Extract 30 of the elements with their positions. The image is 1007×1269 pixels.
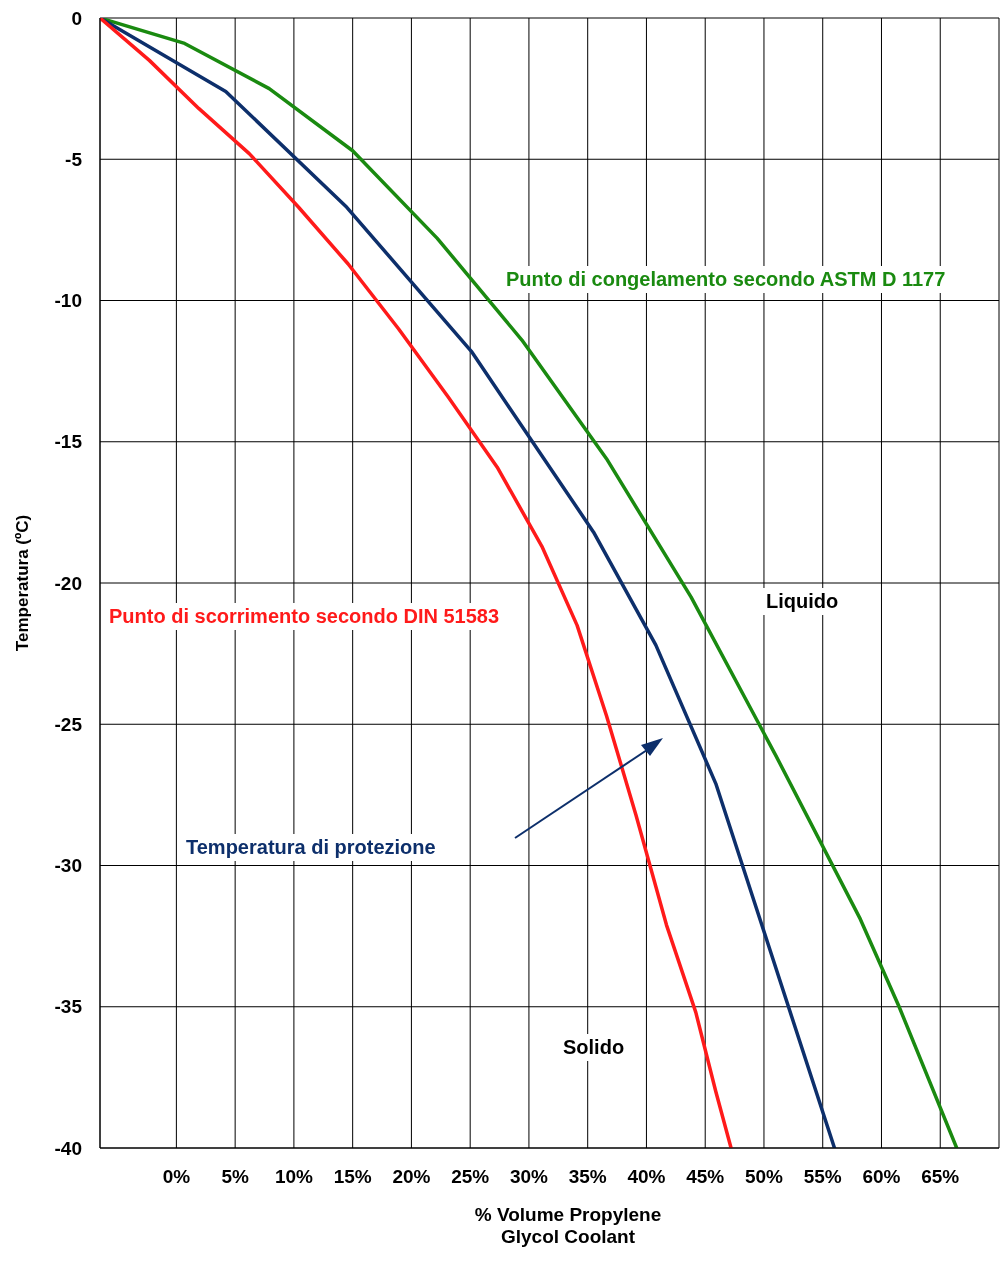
y-tick-label: -30 [54, 855, 82, 877]
y-tick-label: -20 [54, 572, 82, 594]
x-tick-label: 60% [862, 1166, 901, 1188]
y-axis-title: Temperatura (ºC) [13, 514, 33, 652]
x-tick-label: 35% [568, 1166, 607, 1188]
series-label: Punto di congelamento secondo ASTM D 1177 [503, 266, 949, 293]
x-tick-label: 55% [803, 1166, 842, 1188]
x-tick-label: 50% [744, 1166, 784, 1188]
x-tick-label: 25% [451, 1166, 490, 1188]
y-tick-label: -40 [54, 1137, 82, 1159]
y-tick-label: -5 [65, 148, 83, 170]
annotation: Solido [560, 1034, 628, 1061]
y-tick-label: -35 [54, 996, 83, 1018]
x-tick-label: 45% [686, 1166, 725, 1188]
x-tick-label: 65% [921, 1166, 960, 1188]
x-tick-label: 20% [392, 1166, 431, 1188]
x-tick-label: 10% [274, 1166, 314, 1188]
text: Punto di scorrimento secondo DIN 51583 [106, 603, 503, 630]
annotation: Liquido [763, 588, 842, 615]
x-tick-label: 30% [509, 1166, 549, 1188]
x-axis-title: % Volume Propylene Glycol Coolant [473, 1204, 663, 1248]
y-tick-label: -10 [54, 290, 82, 312]
y-tick-label: 0 [71, 7, 82, 29]
text: Temperatura di protezione [183, 834, 439, 861]
x-tick-label: 15% [333, 1166, 372, 1188]
y-tick-label: -25 [54, 713, 83, 735]
y-tick-label: -15 [54, 431, 83, 453]
x-tick-label: 0% [162, 1166, 191, 1188]
x-tick-label: 40% [627, 1166, 666, 1188]
x-tick-label: 5% [221, 1166, 249, 1188]
